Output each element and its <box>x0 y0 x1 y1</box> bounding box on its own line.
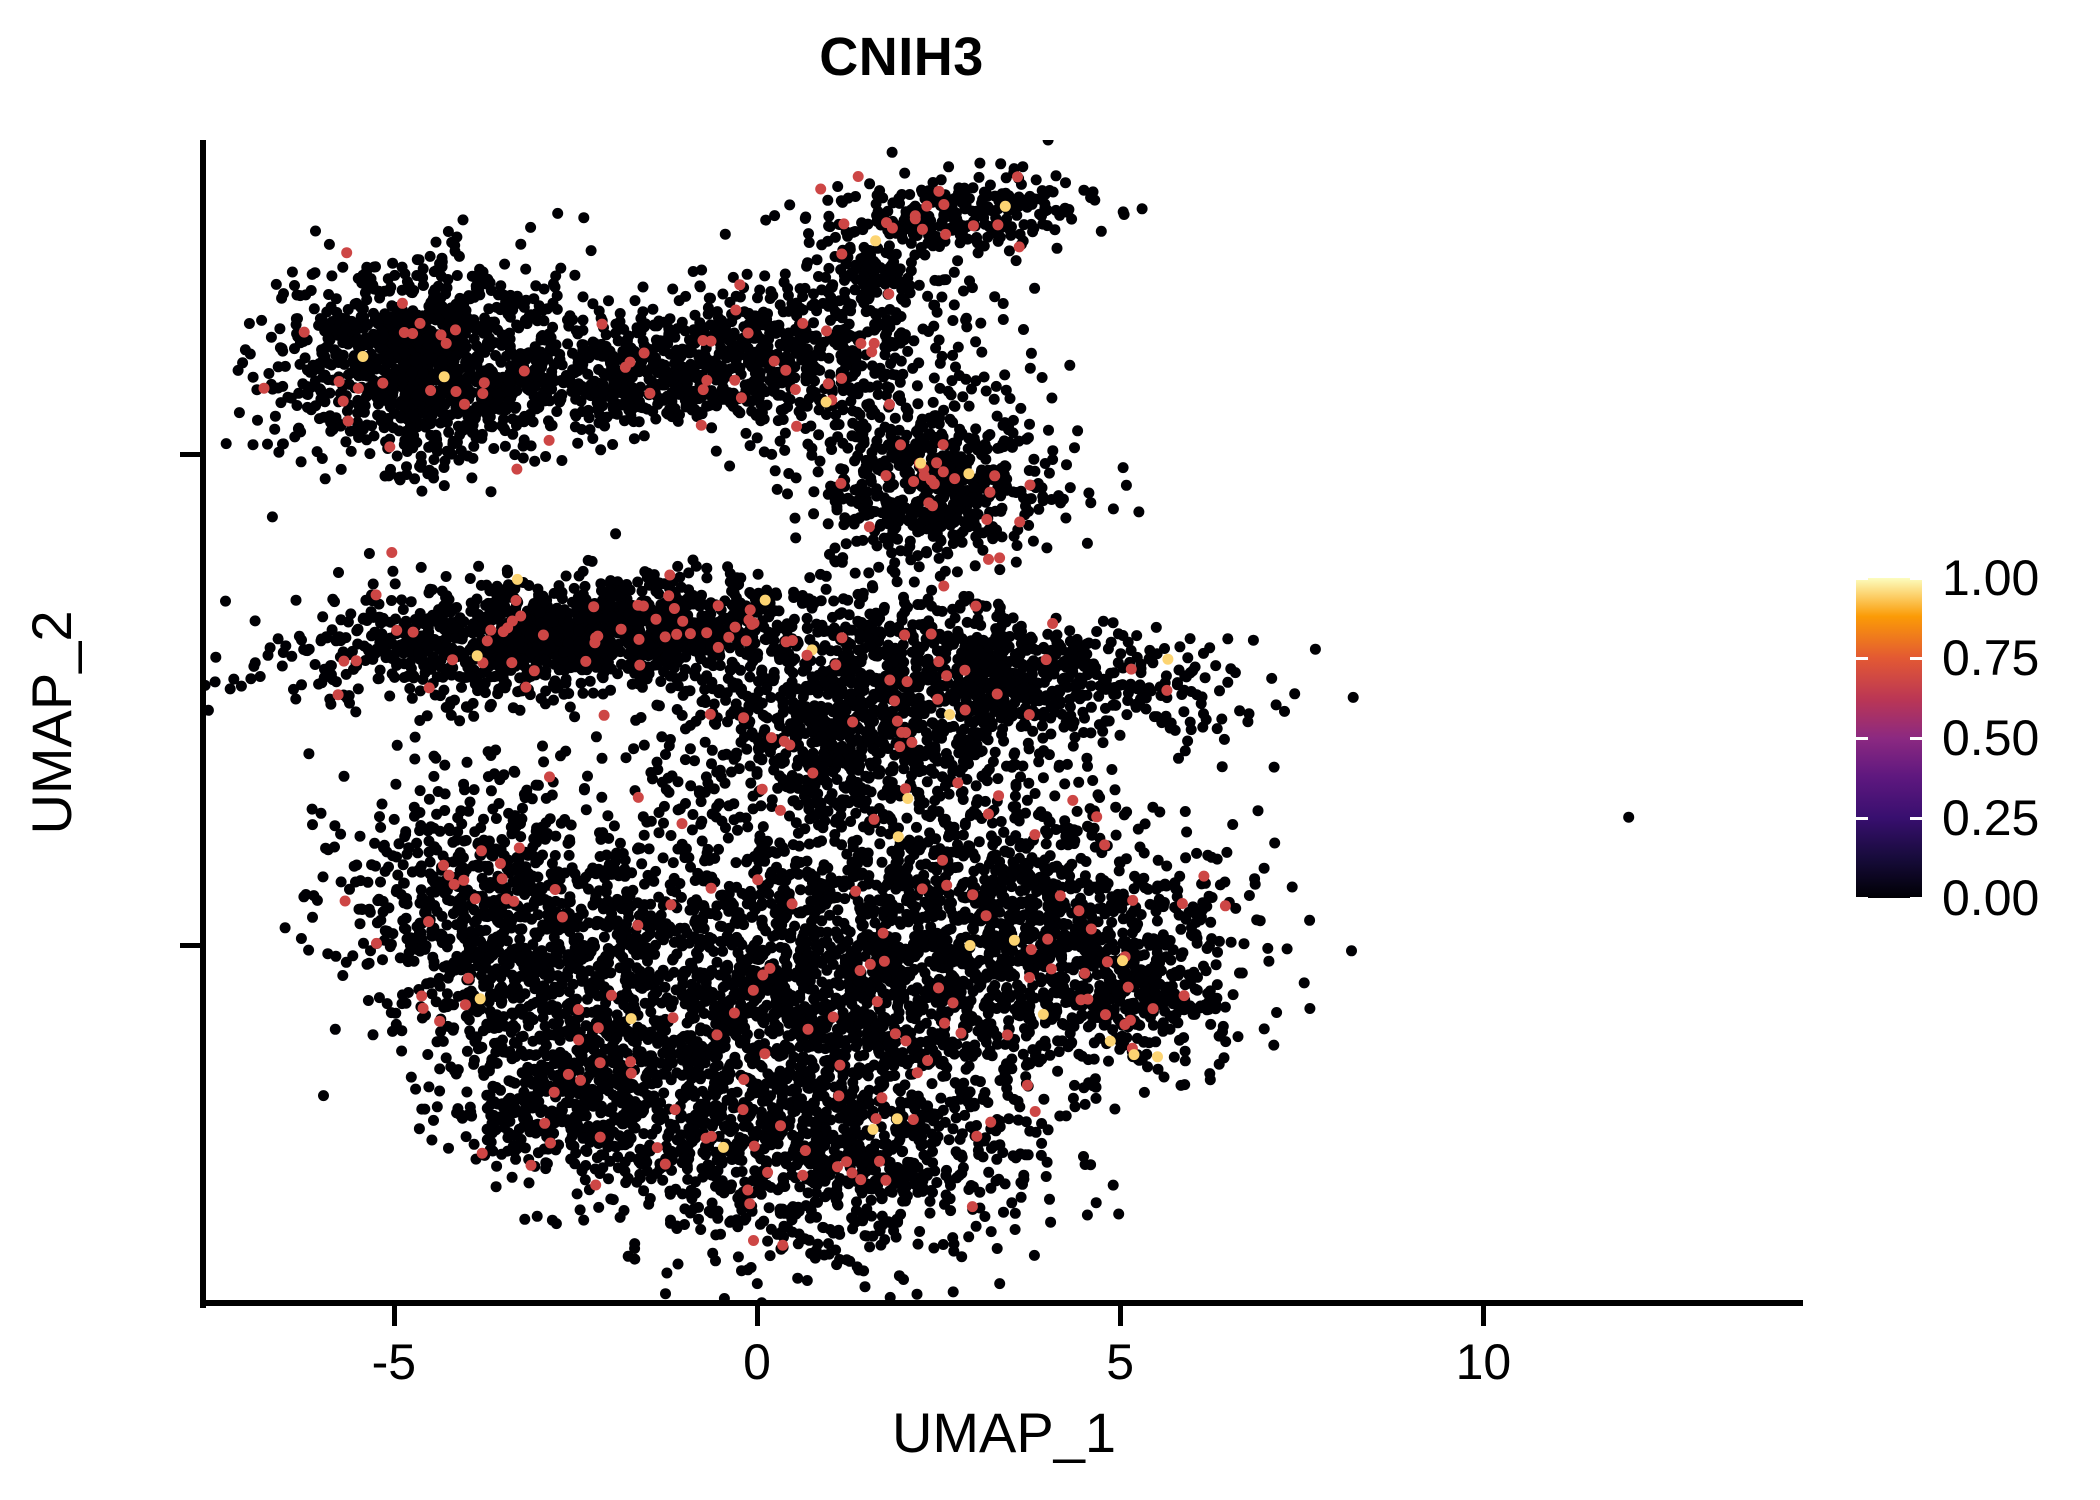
colorbar-tick-mark <box>1910 897 1922 900</box>
x-tick-label: 0 <box>743 1334 771 1390</box>
y-tick-mark <box>180 452 200 458</box>
colorbar-tick-mark <box>1910 577 1922 580</box>
color-legend: 0.00 0.25 0.50 0.75 1.00 <box>1856 550 2086 926</box>
colorbar-tick-mark <box>1856 817 1868 820</box>
x-tick-mark <box>1481 1306 1487 1326</box>
x-axis-line <box>200 1300 1803 1306</box>
colorbar-tick-mark <box>1910 657 1922 660</box>
outlier-point <box>1623 811 1635 823</box>
x-tick-label: -5 <box>371 1334 417 1390</box>
x-tick-mark <box>755 1306 761 1326</box>
colorbar-tick-label: 0.00 <box>1942 870 2040 926</box>
y-tick-mark <box>180 942 200 948</box>
x-tick-mark <box>1118 1306 1124 1326</box>
colorbar-tick-label: 1.00 <box>1942 550 2040 606</box>
x-tick-label: 5 <box>1106 1334 1135 1390</box>
colorbar-tick-mark <box>1856 577 1868 580</box>
scatter-points-layer <box>205 140 1635 1303</box>
page-title: CNIH3 <box>819 27 984 87</box>
x-axis-title: UMAP_1 <box>891 1401 1117 1464</box>
y-axis-title: UMAP_2 <box>20 610 83 835</box>
plot-panel <box>205 140 1803 1303</box>
x-tick-mark <box>391 1306 397 1326</box>
colorbar-tick-label: 0.75 <box>1942 630 2040 686</box>
colorbar-tick-label: 0.50 <box>1942 710 2040 766</box>
x-tick-label: 10 <box>1455 1334 1512 1390</box>
y-axis-line <box>200 140 206 1308</box>
colorbar-tick-mark <box>1910 817 1922 820</box>
colorbar-tick-mark <box>1856 737 1868 740</box>
colorbar-tick-mark <box>1856 897 1868 900</box>
colorbar-tick-mark <box>1856 657 1868 660</box>
colorbar-tick-label: 0.25 <box>1942 790 2040 846</box>
colorbar-tick-mark <box>1910 737 1922 740</box>
